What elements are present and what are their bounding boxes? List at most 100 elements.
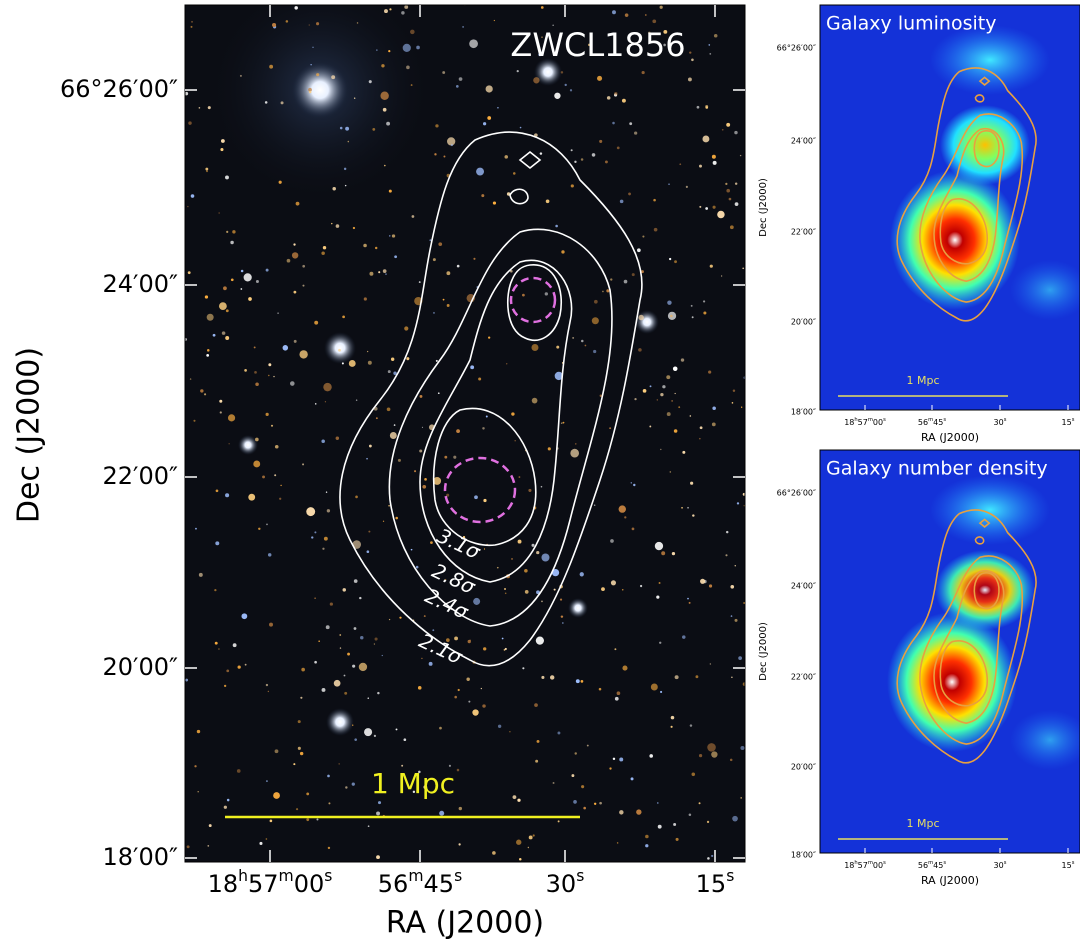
star — [659, 5, 663, 9]
star — [412, 790, 416, 794]
star — [709, 663, 712, 665]
x-tick-part: 45 — [933, 418, 943, 427]
star — [389, 235, 391, 237]
star — [316, 73, 320, 77]
star — [195, 527, 197, 530]
x-tick-part: 00 — [294, 870, 325, 898]
star — [699, 205, 702, 208]
star — [742, 267, 745, 270]
star — [339, 647, 342, 649]
star — [649, 385, 652, 388]
star — [657, 802, 659, 804]
star — [333, 679, 341, 687]
star — [469, 39, 478, 49]
star — [268, 374, 270, 377]
star — [668, 183, 670, 186]
y-tick-label: 18′00″ — [103, 843, 179, 871]
star — [559, 598, 563, 601]
x-tick-part: 56 — [918, 418, 928, 427]
star — [536, 550, 540, 555]
star — [322, 547, 325, 550]
star — [645, 844, 649, 848]
star — [368, 80, 372, 84]
star — [314, 597, 316, 599]
star — [707, 743, 716, 752]
star — [401, 11, 405, 15]
x-tick-part: s — [883, 860, 886, 866]
star — [214, 588, 217, 592]
star — [318, 640, 320, 643]
bright-star — [326, 708, 354, 736]
star — [518, 476, 521, 478]
star — [631, 527, 635, 531]
star — [584, 344, 587, 347]
star — [218, 302, 227, 311]
panel-frame — [184, 4, 746, 863]
star — [306, 792, 310, 796]
star — [536, 590, 540, 595]
x-tick-part: 18 — [208, 870, 239, 898]
star — [342, 315, 345, 319]
star — [616, 691, 621, 696]
star — [411, 215, 415, 218]
star — [691, 316, 694, 319]
star — [516, 70, 519, 73]
star — [274, 474, 277, 477]
star — [511, 412, 515, 416]
star — [432, 258, 436, 262]
star — [225, 493, 230, 498]
star — [393, 371, 397, 375]
star — [381, 654, 383, 657]
star — [185, 678, 189, 682]
y-tick-label: 20′00″ — [791, 318, 816, 327]
star — [557, 731, 561, 735]
star — [364, 728, 373, 737]
star — [702, 135, 710, 143]
star — [323, 382, 332, 392]
star — [687, 597, 689, 600]
star — [393, 424, 396, 426]
star — [628, 192, 631, 196]
star — [663, 43, 666, 47]
star — [367, 825, 370, 828]
star — [522, 293, 525, 297]
star — [524, 590, 529, 594]
star — [541, 675, 545, 679]
star — [666, 375, 671, 380]
star — [206, 354, 210, 357]
star — [450, 143, 454, 147]
star — [454, 600, 457, 603]
star — [421, 657, 423, 660]
x-tick-part: 18 — [844, 861, 854, 870]
star — [341, 362, 344, 365]
star — [492, 201, 497, 205]
star — [700, 578, 706, 584]
star — [327, 774, 330, 778]
star — [265, 268, 269, 272]
star — [478, 377, 482, 381]
star — [658, 581, 661, 584]
star — [226, 798, 230, 802]
star — [642, 235, 645, 238]
star — [447, 137, 456, 146]
star — [454, 695, 457, 699]
star — [488, 336, 491, 339]
star — [314, 660, 317, 664]
x-tick-part: 15 — [1062, 861, 1072, 870]
star — [267, 553, 272, 557]
star — [497, 107, 499, 109]
x-tick-label: 56m45s — [378, 867, 462, 899]
star — [339, 126, 343, 130]
x-tick-part: 18 — [844, 418, 854, 427]
star — [366, 550, 370, 554]
x-tick-part: m — [928, 860, 933, 866]
star — [404, 5, 409, 9]
star — [385, 273, 387, 275]
star — [255, 382, 259, 387]
star — [352, 226, 356, 230]
star — [606, 289, 610, 293]
star — [240, 288, 243, 290]
star — [226, 230, 229, 233]
star — [215, 489, 219, 493]
star — [185, 91, 189, 96]
